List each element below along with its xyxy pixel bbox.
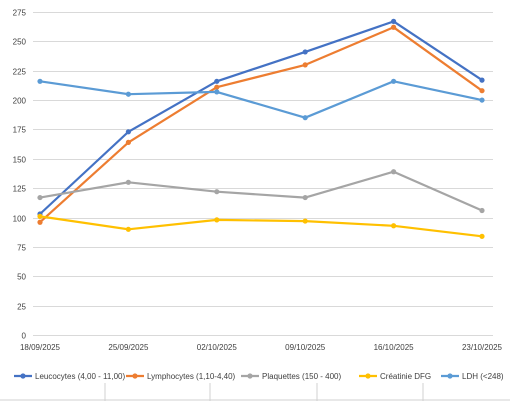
data-point — [302, 115, 308, 121]
chart-series — [37, 18, 485, 239]
data-point — [214, 84, 220, 90]
series-line — [38, 170, 484, 212]
series-line — [38, 215, 484, 238]
y-tick-label: 200 — [13, 97, 27, 106]
y-tick-label: 225 — [13, 68, 27, 77]
data-point — [37, 213, 43, 219]
legend-label: Créatinie DFG — [380, 372, 431, 381]
data-point — [302, 194, 308, 201]
legend-item: Lymphocytes (1,10-4,40) — [126, 372, 236, 381]
x-tick-label: 02/10/2025 — [197, 343, 238, 352]
data-point — [214, 189, 220, 195]
x-tick-label: 25/09/2025 — [108, 343, 149, 352]
data-point — [391, 78, 397, 84]
data-point — [214, 78, 220, 84]
legend-marker — [132, 373, 138, 379]
series-line — [38, 20, 484, 216]
spreadsheet-gridlines — [0, 383, 510, 401]
series-line — [38, 26, 484, 224]
legend-label: LDH (<248) — [462, 372, 504, 381]
y-axis-tick-labels: 0 25 50 75 100 125 150 175 200 225 250 275 — [13, 9, 27, 341]
data-point — [302, 62, 308, 68]
y-tick-label: 250 — [13, 38, 27, 47]
data-point — [37, 194, 43, 201]
data-point — [214, 217, 220, 223]
legend-marker — [247, 373, 253, 379]
data-point — [125, 129, 131, 135]
y-tick-label: 75 — [17, 244, 26, 253]
legend-marker — [365, 373, 371, 379]
data-point — [479, 88, 485, 94]
data-point — [391, 18, 397, 24]
data-point — [391, 169, 397, 175]
y-tick-label: 275 — [13, 9, 27, 18]
chart-gridlines — [33, 12, 493, 336]
data-point — [37, 78, 43, 84]
series-group — [37, 169, 485, 214]
x-tick-label: 16/10/2025 — [374, 343, 415, 352]
series-line — [38, 80, 484, 119]
legend-item: Créatinie DFG — [359, 372, 431, 381]
data-point — [479, 77, 485, 83]
series-group — [37, 78, 485, 121]
legend-label: Plaquettes (150 - 400) — [262, 372, 341, 381]
y-tick-label: 125 — [13, 185, 27, 194]
legend-marker — [20, 373, 26, 379]
legend-marker — [447, 373, 453, 379]
data-point — [37, 219, 43, 225]
data-point — [391, 223, 397, 229]
series-group — [37, 213, 485, 239]
x-tick-label: 18/09/2025 — [20, 343, 61, 352]
y-tick-label: 100 — [13, 215, 27, 224]
legend-item: LDH (<248) — [441, 372, 504, 381]
y-tick-label: 150 — [13, 156, 27, 165]
data-point — [302, 49, 308, 55]
data-point — [125, 226, 131, 232]
x-tick-label: 09/10/2025 — [285, 343, 326, 352]
data-point — [479, 207, 485, 214]
chart-legend: Leucocytes (4,00 - 11,00) Lymphocytes (1,… — [14, 372, 504, 381]
data-point — [479, 233, 485, 239]
y-tick-label: 0 — [22, 332, 27, 341]
y-tick-label: 50 — [17, 273, 26, 282]
data-point — [302, 218, 308, 224]
x-tick-label: 23/10/2025 — [462, 343, 503, 352]
data-point — [479, 97, 485, 103]
x-axis-tick-labels: 18/09/2025 25/09/2025 02/10/2025 09/10/2025… — [20, 343, 503, 352]
data-point — [214, 89, 220, 95]
data-point — [125, 179, 131, 185]
series-group — [37, 24, 485, 225]
data-point — [125, 91, 131, 97]
y-tick-label: 25 — [17, 303, 26, 312]
data-point — [391, 24, 397, 30]
legend-label: Leucocytes (4,00 - 11,00) — [35, 372, 125, 381]
y-tick-label: 175 — [13, 126, 27, 135]
legend-item: Plaquettes (150 - 400) — [241, 372, 341, 381]
legend-label: Lymphocytes (1,10-4,40) — [147, 372, 236, 381]
legend-item: Leucocytes (4,00 - 11,00) — [14, 372, 125, 381]
data-point — [125, 139, 131, 145]
